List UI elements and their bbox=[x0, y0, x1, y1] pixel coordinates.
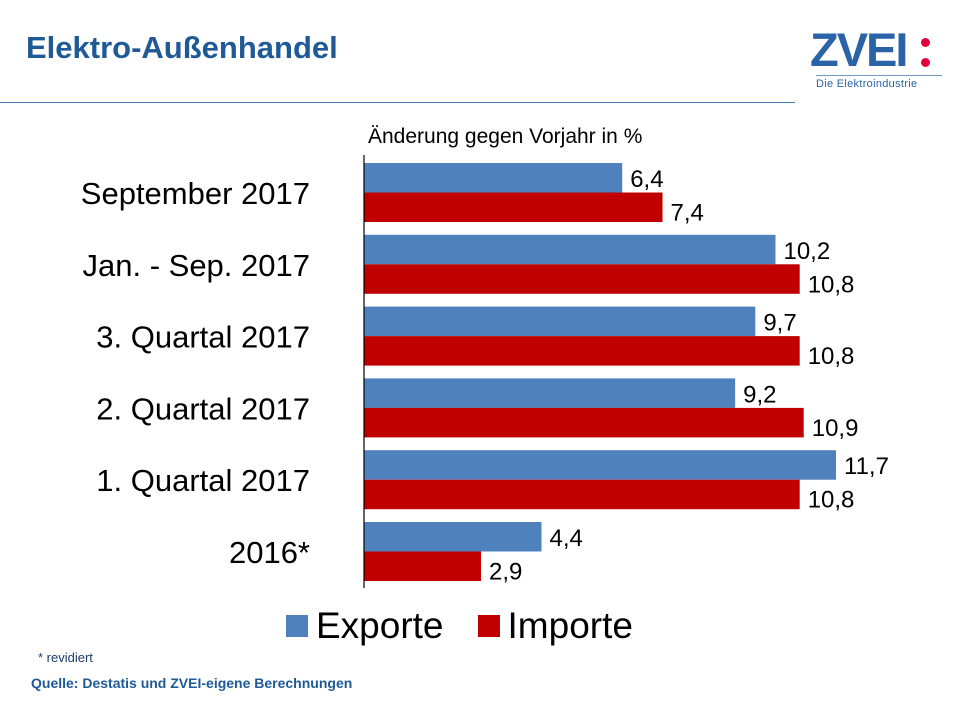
data-label-imports: 10,9 bbox=[812, 415, 859, 442]
data-label-exports: 9,7 bbox=[763, 310, 796, 337]
bar-imports bbox=[364, 551, 481, 581]
category-label: Jan. - Sep. 2017 bbox=[83, 248, 311, 283]
chart-subtitle: Änderung gegen Vorjahr in % bbox=[368, 125, 643, 148]
data-label-imports: 2,9 bbox=[489, 559, 522, 586]
logo-divider bbox=[816, 75, 942, 76]
bar-exports bbox=[364, 450, 836, 480]
category-label: September 2017 bbox=[81, 176, 310, 211]
bar-imports bbox=[364, 264, 800, 294]
bar-exports bbox=[364, 234, 776, 265]
logo-subtitle: Die Elektroindustrie bbox=[816, 78, 918, 90]
legend-label-exports: Exporte bbox=[316, 605, 444, 646]
data-label-imports: 10,8 bbox=[808, 271, 855, 298]
legend-swatch-imports bbox=[477, 615, 500, 637]
bar-imports bbox=[364, 407, 804, 438]
data-label-exports: 11,7 bbox=[844, 453, 889, 480]
legend: Exporte Importe bbox=[286, 605, 667, 647]
category-label: 2. Quartal 2017 bbox=[96, 391, 310, 426]
footnote: * revidiert bbox=[38, 650, 93, 665]
zvei-logo: ZVEI Die Elektroindustrie bbox=[810, 26, 945, 94]
bar-exports bbox=[364, 163, 623, 193]
data-label-exports: 4,4 bbox=[550, 525, 583, 552]
legend-swatch-exports bbox=[286, 615, 308, 637]
data-label-imports: 10,8 bbox=[808, 487, 855, 514]
data-label-exports: 9,2 bbox=[743, 381, 776, 408]
bar-exports bbox=[364, 522, 542, 552]
data-label-imports: 10,8 bbox=[808, 343, 855, 370]
legend-label-imports: Importe bbox=[507, 605, 633, 646]
category-label: 1. Quartal 2017 bbox=[96, 463, 310, 498]
logo-colon-icon bbox=[921, 38, 930, 78]
bar-exports bbox=[364, 306, 756, 337]
legend-item-exports: Exporte bbox=[286, 605, 444, 647]
bar-imports bbox=[364, 192, 663, 222]
data-label-exports: 10,2 bbox=[783, 238, 830, 265]
category-label: 3. Quartal 2017 bbox=[96, 320, 310, 355]
data-label-imports: 7,4 bbox=[671, 200, 704, 227]
source-note: Quelle: Destatis und ZVEI-eigene Berechn… bbox=[31, 675, 353, 691]
bar-imports bbox=[364, 479, 800, 510]
category-label: 2016* bbox=[229, 535, 310, 570]
legend-item-imports: Importe bbox=[477, 605, 633, 647]
bar-exports bbox=[364, 378, 736, 408]
logo-wordmark: ZVEI bbox=[810, 23, 908, 76]
slide-title: Elektro-Außenhandel bbox=[26, 30, 338, 65]
data-label-exports: 6,4 bbox=[630, 166, 663, 193]
bar-imports bbox=[364, 336, 800, 366]
title-divider bbox=[0, 102, 795, 103]
